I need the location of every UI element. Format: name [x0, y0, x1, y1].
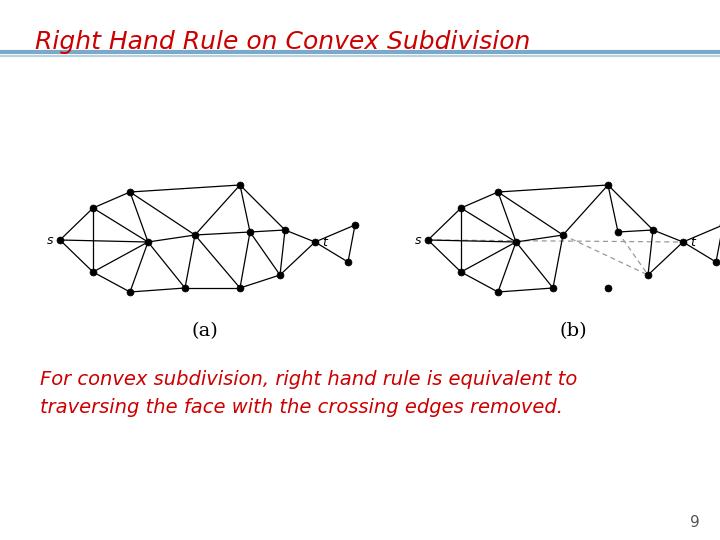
Text: (b): (b) [559, 322, 587, 340]
Text: t: t [690, 235, 696, 248]
Text: s: s [415, 233, 421, 246]
Text: For convex subdivision, right hand rule is equivalent to
traversing the face wit: For convex subdivision, right hand rule … [40, 370, 577, 417]
Text: (a): (a) [192, 322, 218, 340]
Text: 9: 9 [690, 515, 700, 530]
Text: s: s [47, 233, 53, 246]
Text: t: t [323, 235, 328, 248]
Text: Right Hand Rule on Convex Subdivision: Right Hand Rule on Convex Subdivision [35, 30, 531, 54]
